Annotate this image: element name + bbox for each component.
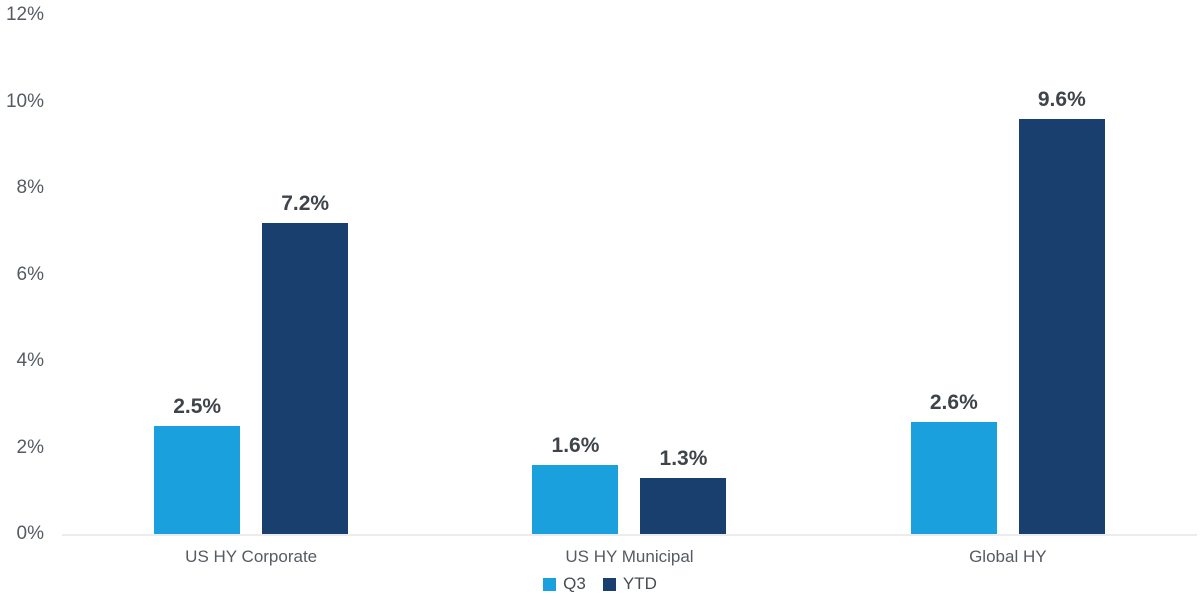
bar-with-label: 1.3% bbox=[640, 446, 727, 534]
legend-item-q3: Q3 bbox=[543, 575, 586, 593]
y-axis-tick-label: 8% bbox=[16, 177, 44, 198]
y-axis-tick-label: 6% bbox=[16, 263, 44, 285]
bar-ytd bbox=[1018, 118, 1105, 534]
bar-q3 bbox=[532, 464, 619, 534]
bar-q3 bbox=[154, 425, 241, 534]
y-axis: 12% 10% 8% 6% 4% 2% 0% bbox=[0, 0, 46, 544]
bar-value-label: 1.3% bbox=[659, 446, 708, 470]
bar-value-label: 2.5% bbox=[173, 394, 222, 418]
bar-ytd bbox=[640, 477, 727, 534]
bar-with-label: 1.6% bbox=[532, 433, 619, 534]
bar-value-label: 9.6% bbox=[1037, 87, 1086, 111]
bar-group: 2.5% 7.2% bbox=[62, 0, 440, 534]
bar-with-label: 7.2% bbox=[262, 191, 349, 534]
legend-swatch-q3 bbox=[543, 577, 557, 591]
plot-area: 2.5% 7.2% 1.6% 1.3% 2.6% 9.6% bbox=[62, 0, 1197, 536]
legend-label: Q3 bbox=[563, 574, 586, 593]
bar-group: 2.6% 9.6% bbox=[819, 0, 1197, 534]
x-axis-category-label: US HY Corporate bbox=[185, 547, 318, 566]
legend-swatch-ytd bbox=[602, 577, 616, 591]
legend: Q3 YTD bbox=[0, 575, 1200, 593]
bar-value-label: 7.2% bbox=[281, 191, 330, 215]
y-axis-tick-label: 0% bbox=[16, 523, 44, 544]
y-axis-tick-label: 2% bbox=[16, 436, 44, 458]
legend-label: YTD bbox=[622, 574, 657, 593]
bar-value-label: 2.6% bbox=[929, 390, 978, 414]
y-axis-tick-label: 12% bbox=[5, 4, 44, 25]
legend-item-ytd: YTD bbox=[602, 574, 657, 593]
x-axis-category-label: Global HY bbox=[969, 547, 1047, 566]
bar-with-label: 2.6% bbox=[910, 390, 997, 534]
x-axis: US HY Corporate US HY Municipal Global HY bbox=[62, 546, 1197, 568]
bar-ytd bbox=[262, 222, 349, 534]
bar-with-label: 2.5% bbox=[154, 394, 241, 534]
bar-q3 bbox=[910, 421, 997, 534]
y-axis-tick-label: 10% bbox=[5, 90, 44, 112]
bar-group: 1.6% 1.3% bbox=[440, 0, 818, 534]
bar-with-label: 9.6% bbox=[1018, 87, 1105, 534]
bar-value-label: 1.6% bbox=[551, 433, 600, 457]
y-axis-tick-label: 4% bbox=[16, 350, 44, 371]
x-axis-category-label: US HY Municipal bbox=[565, 547, 694, 566]
